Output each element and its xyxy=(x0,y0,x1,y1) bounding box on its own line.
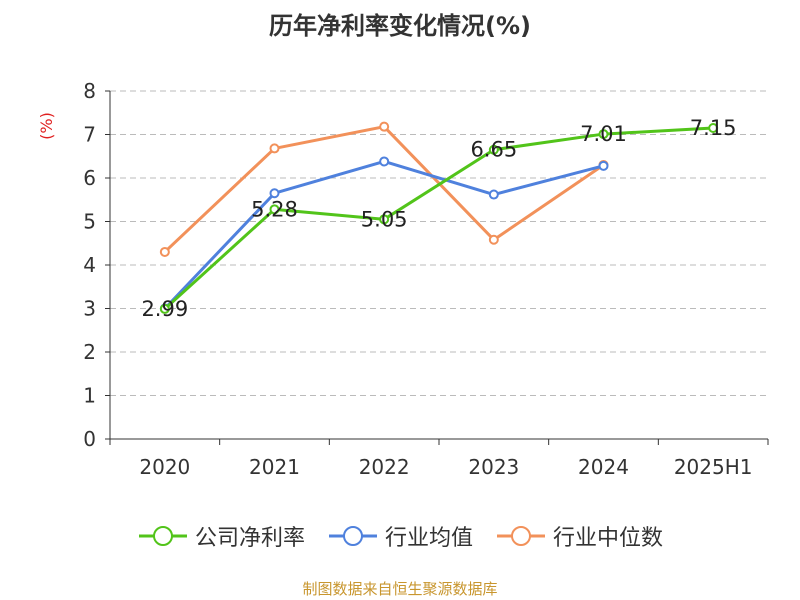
y-tick-label: 2 xyxy=(83,340,96,364)
data-point xyxy=(488,144,499,155)
y-tick-label: 6 xyxy=(83,166,96,190)
y-tick-label: 8 xyxy=(83,79,96,103)
data-point xyxy=(269,143,280,154)
legend-item[interactable]: 公司净利率 xyxy=(137,520,305,552)
legend-item[interactable]: 行业均值 xyxy=(327,520,473,552)
data-point xyxy=(159,303,170,314)
data-point xyxy=(269,188,280,199)
data-point xyxy=(598,160,609,171)
legend: 公司净利率 行业均值 行业中位数 xyxy=(0,520,800,552)
legend-marker-icon xyxy=(138,526,187,546)
data-point xyxy=(269,204,280,215)
data-point xyxy=(379,214,390,225)
data-point xyxy=(379,156,390,167)
y-tick-label: 0 xyxy=(83,427,96,451)
series-lines xyxy=(159,121,719,314)
data-label: 7.01 xyxy=(580,122,627,146)
data-label: 6.65 xyxy=(470,138,517,162)
source-note: 制图数据来自恒生聚源数据库 xyxy=(302,580,498,598)
y-tick-label: 5 xyxy=(83,210,96,234)
data-point xyxy=(598,129,609,140)
data-point xyxy=(488,189,499,200)
legend-item[interactable]: 行业中位数 xyxy=(495,520,663,552)
data-labels: 2.99 5.28 5.05 6.65 7.01 7.15 xyxy=(141,116,736,321)
legend-label: 公司净利率 xyxy=(194,526,305,551)
x-tick-label: 2021 xyxy=(249,455,300,479)
y-axis-unit-label: (%) xyxy=(37,112,56,140)
data-point xyxy=(708,122,719,133)
legend-marker-icon xyxy=(328,526,377,546)
x-tick-label: 2023 xyxy=(468,455,519,479)
data-point xyxy=(488,234,499,245)
series-line xyxy=(163,125,605,254)
x-tick-label: 2025H1 xyxy=(674,455,753,479)
series-line xyxy=(163,126,714,311)
chart-title: 历年净利率变化情况(%) xyxy=(269,12,531,40)
legend-label: 行业均值 xyxy=(384,526,473,551)
data-label: 7.15 xyxy=(690,116,737,140)
legend-marker-icon xyxy=(497,526,545,546)
x-tick-label: 2024 xyxy=(578,455,629,479)
data-label: 5.05 xyxy=(361,207,408,231)
data-label: 5.28 xyxy=(251,197,298,221)
axes: 0 1 2 3 4 5 6 7 8 2020 2021 2022 2023 2024 2025H1 xyxy=(83,79,769,479)
data-point xyxy=(379,121,390,132)
x-tick-label: 2020 xyxy=(139,455,190,479)
data-point xyxy=(159,246,170,257)
gridlines xyxy=(110,90,768,396)
y-tick-label: 7 xyxy=(83,123,96,147)
y-tick-label: 3 xyxy=(83,297,96,321)
y-tick-label: 1 xyxy=(83,384,96,408)
series-line xyxy=(163,159,604,310)
x-tick-label: 2022 xyxy=(359,455,410,479)
data-label: 2.99 xyxy=(141,297,188,321)
y-tick-label: 4 xyxy=(83,253,96,277)
legend-label: 行业中位数 xyxy=(553,526,664,551)
